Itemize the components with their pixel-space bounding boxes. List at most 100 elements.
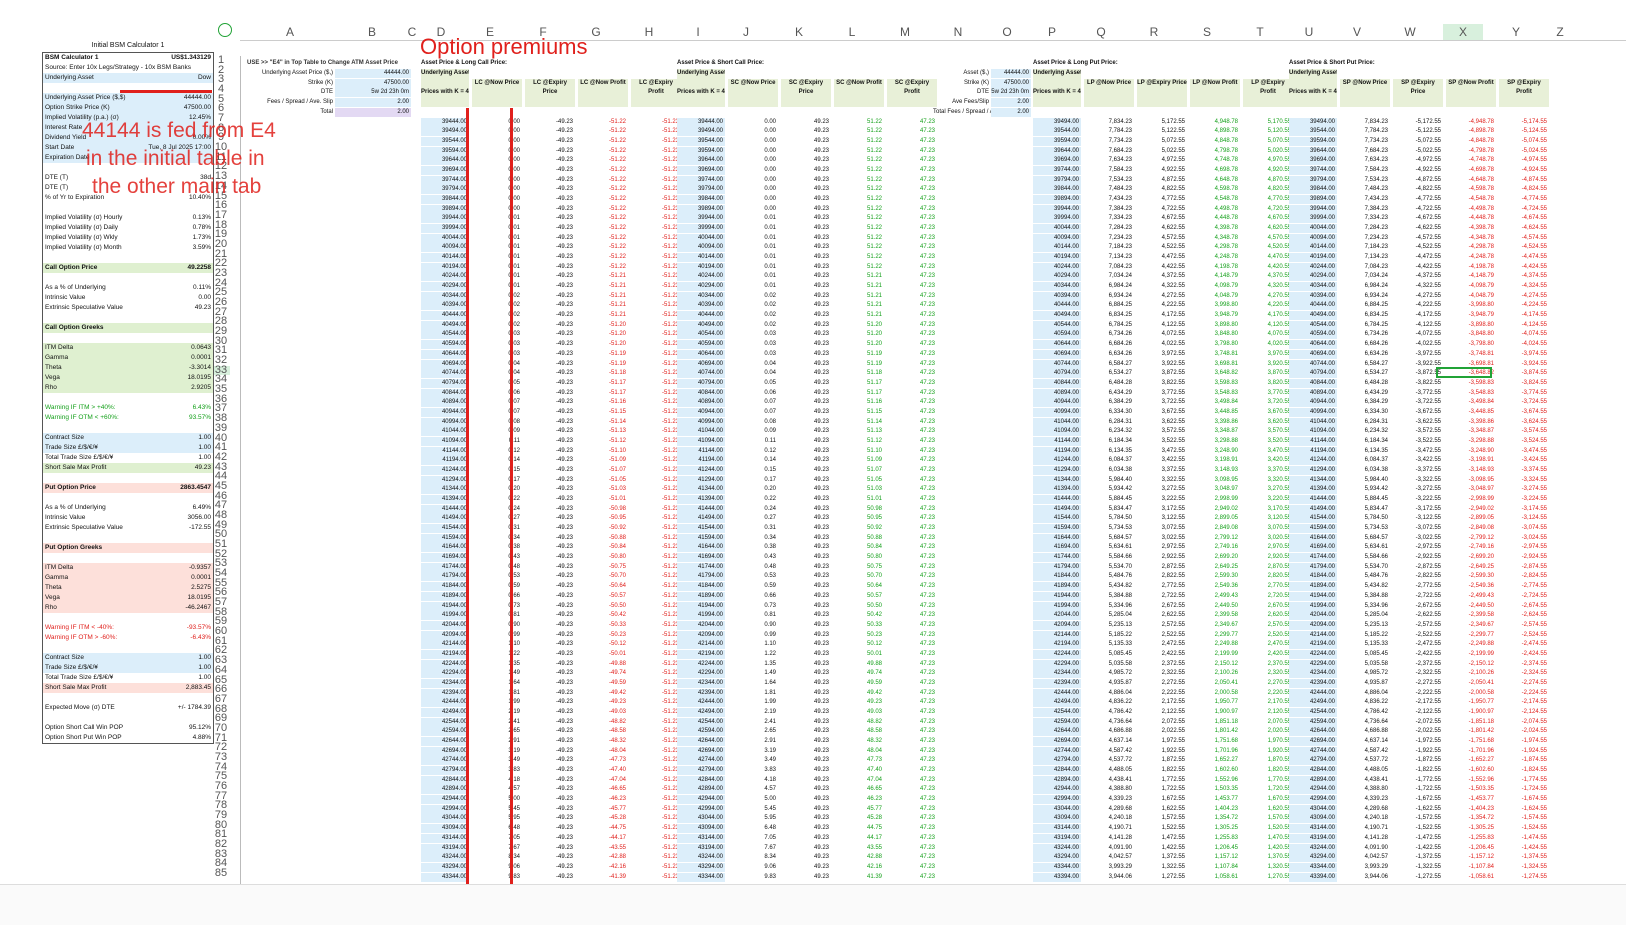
lc-expiry-price[interactable]: -49.23 bbox=[555, 834, 573, 841]
sc-now-profit[interactable]: 51.17 bbox=[866, 379, 882, 386]
lp-now-price[interactable]: 4,985.72 bbox=[1108, 670, 1132, 677]
lp-expiry-price[interactable]: 1,622.55 bbox=[1161, 805, 1185, 812]
sc-expiry-profit[interactable]: 47.23 bbox=[919, 718, 935, 725]
row-header[interactable]: 32 bbox=[214, 354, 228, 367]
lc-now-profit[interactable]: -51.22 bbox=[608, 186, 626, 193]
lc-expiry-profit[interactable]: -51.23 bbox=[661, 621, 679, 628]
lc-underlying-price[interactable]: 41544.00 bbox=[421, 524, 469, 534]
lc-now-price[interactable]: 0.59 bbox=[508, 583, 520, 590]
sp-now-price[interactable]: 5,384.88 bbox=[1364, 592, 1388, 599]
sc-expiry-price[interactable]: 49.23 bbox=[813, 602, 829, 609]
sp-expiry-profit[interactable]: -1,774.55 bbox=[1521, 776, 1547, 783]
lc-now-profit[interactable]: -51.21 bbox=[608, 273, 626, 280]
lp-expiry-price[interactable]: 3,022.55 bbox=[1161, 534, 1185, 541]
lp-now-profit[interactable]: 4,948.78 bbox=[1214, 118, 1238, 125]
lp-underlying-price[interactable]: 41394.00 bbox=[1033, 485, 1081, 495]
lp-now-profit[interactable]: 3,148.93 bbox=[1214, 466, 1238, 473]
sp-expiry-profit[interactable]: -3,224.55 bbox=[1521, 496, 1547, 503]
right-info-value[interactable]: 47500.00 bbox=[991, 78, 1031, 88]
column-header-k[interactable]: K bbox=[794, 25, 803, 39]
lc-now-price[interactable]: 0.00 bbox=[508, 118, 520, 125]
sp-now-profit[interactable]: -2,899.05 bbox=[1468, 515, 1494, 522]
lp-expiry-price[interactable]: 1,822.55 bbox=[1161, 767, 1185, 774]
sc-now-profit[interactable]: 51.20 bbox=[866, 321, 882, 328]
lc-expiry-profit[interactable]: -51.23 bbox=[661, 389, 679, 396]
sp-expiry-price[interactable]: -1,272.55 bbox=[1415, 873, 1441, 880]
lc-underlying-price[interactable]: 41494.00 bbox=[421, 514, 469, 524]
sp-now-price[interactable]: 6,784.25 bbox=[1364, 321, 1388, 328]
sc-expiry-price[interactable]: 49.23 bbox=[813, 370, 829, 377]
lp-now-price[interactable]: 4,886.04 bbox=[1108, 689, 1132, 696]
sp-underlying-price[interactable]: 40544.00 bbox=[1289, 320, 1337, 330]
lp-expiry-price[interactable]: 2,472.55 bbox=[1161, 641, 1185, 648]
lp-underlying-price[interactable]: 42844.00 bbox=[1033, 766, 1081, 776]
sp-underlying-price[interactable]: 41294.00 bbox=[1289, 465, 1337, 475]
lp-now-profit[interactable]: 1,404.23 bbox=[1214, 805, 1238, 812]
lc-expiry-profit[interactable]: -51.23 bbox=[661, 854, 679, 861]
lc-expiry-profit[interactable]: -51.23 bbox=[661, 660, 679, 667]
sp-expiry-price[interactable]: -1,822.55 bbox=[1415, 767, 1441, 774]
lp-now-price[interactable]: 6,784.25 bbox=[1108, 321, 1132, 328]
lp-expiry-profit[interactable]: 1,670.55 bbox=[1267, 796, 1291, 803]
sc-underlying-price[interactable]: 40144.00 bbox=[677, 253, 725, 263]
sp-underlying-price[interactable]: 42444.00 bbox=[1289, 688, 1337, 698]
lc-now-profit[interactable]: -49.88 bbox=[608, 660, 626, 667]
lp-underlying-price[interactable]: 39544.00 bbox=[1033, 127, 1081, 137]
sc-now-profit[interactable]: 51.21 bbox=[866, 312, 882, 319]
lc-now-profit[interactable]: -45.28 bbox=[608, 815, 626, 822]
lc-now-profit[interactable]: -48.32 bbox=[608, 738, 626, 745]
sp-now-profit[interactable]: -1,404.23 bbox=[1468, 805, 1494, 812]
lp-underlying-price[interactable]: 41894.00 bbox=[1033, 582, 1081, 592]
lc-underlying-price[interactable]: 43094.00 bbox=[421, 824, 469, 834]
lc-underlying-price[interactable]: 41744.00 bbox=[421, 562, 469, 572]
sc-expiry-price[interactable]: 49.23 bbox=[813, 176, 829, 183]
lp-underlying-price[interactable]: 42944.00 bbox=[1033, 785, 1081, 795]
sc-expiry-price[interactable]: 49.23 bbox=[813, 554, 829, 561]
lc-now-profit[interactable]: -48.58 bbox=[608, 728, 626, 735]
lc-underlying-price[interactable]: 41894.00 bbox=[421, 591, 469, 601]
row-header[interactable]: 55 bbox=[214, 576, 228, 589]
lc-expiry-price[interactable]: -49.23 bbox=[555, 447, 573, 454]
sp-expiry-price[interactable]: -4,272.55 bbox=[1415, 292, 1441, 299]
lc-expiry-profit[interactable]: -51.23 bbox=[661, 157, 679, 164]
sc-underlying-price[interactable]: 40944.00 bbox=[677, 407, 725, 417]
lc-expiry-price[interactable]: -49.23 bbox=[555, 815, 573, 822]
sc-underlying-price[interactable]: 42894.00 bbox=[677, 785, 725, 795]
column-header-r[interactable]: R bbox=[1149, 25, 1159, 39]
sc-now-price[interactable]: 7.05 bbox=[764, 834, 776, 841]
sc-expiry-price[interactable]: 49.23 bbox=[813, 757, 829, 764]
row-header[interactable]: 29 bbox=[214, 325, 228, 338]
lp-expiry-price[interactable]: 5,122.55 bbox=[1161, 128, 1185, 135]
lp-now-profit[interactable]: 3,198.91 bbox=[1214, 457, 1238, 464]
lc-underlying-price[interactable]: 40794.00 bbox=[421, 378, 469, 388]
sc-expiry-price[interactable]: 49.23 bbox=[813, 612, 829, 619]
lp-underlying-price[interactable]: 42544.00 bbox=[1033, 707, 1081, 717]
lc-now-profit[interactable]: -51.20 bbox=[608, 331, 626, 338]
row-header[interactable]: 85 bbox=[214, 867, 228, 880]
lp-now-price[interactable]: 5,484.76 bbox=[1108, 573, 1132, 580]
lc-now-profit[interactable]: -47.40 bbox=[608, 767, 626, 774]
column-header-j[interactable]: J bbox=[743, 25, 749, 39]
sp-expiry-profit[interactable]: -4,274.55 bbox=[1521, 292, 1547, 299]
sc-expiry-profit[interactable]: 47.23 bbox=[919, 825, 935, 832]
column-header-b[interactable]: B bbox=[367, 25, 376, 39]
sp-expiry-profit[interactable]: -3,824.55 bbox=[1521, 379, 1547, 386]
sc-now-price[interactable]: 0.01 bbox=[764, 254, 776, 261]
lp-expiry-price[interactable]: 1,522.55 bbox=[1161, 825, 1185, 832]
sc-expiry-price[interactable]: 49.23 bbox=[813, 283, 829, 290]
sc-underlying-price[interactable]: 39644.00 bbox=[677, 156, 725, 166]
sp-now-price[interactable]: 5,135.33 bbox=[1364, 641, 1388, 648]
lp-now-price[interactable]: 4,141.28 bbox=[1108, 834, 1132, 841]
sc-now-profit[interactable]: 47.04 bbox=[866, 776, 882, 783]
calculator-row[interactable]: Vega 18.0195 bbox=[43, 373, 213, 383]
sp-now-profit[interactable]: -2,549.36 bbox=[1468, 583, 1494, 590]
lc-expiry-profit[interactable]: -51.23 bbox=[661, 263, 679, 270]
sp-underlying-price[interactable]: 41494.00 bbox=[1289, 504, 1337, 514]
lc-now-profit[interactable]: -50.42 bbox=[608, 612, 626, 619]
calculator-value[interactable]: 2,883.45 bbox=[185, 684, 211, 691]
sc-underlying-price[interactable]: 41894.00 bbox=[677, 591, 725, 601]
sc-expiry-profit[interactable]: 47.23 bbox=[919, 389, 935, 396]
lc-expiry-price[interactable]: -49.23 bbox=[555, 428, 573, 435]
lc-expiry-profit[interactable]: -51.23 bbox=[661, 825, 679, 832]
lp-underlying-price[interactable]: 42794.00 bbox=[1033, 756, 1081, 766]
